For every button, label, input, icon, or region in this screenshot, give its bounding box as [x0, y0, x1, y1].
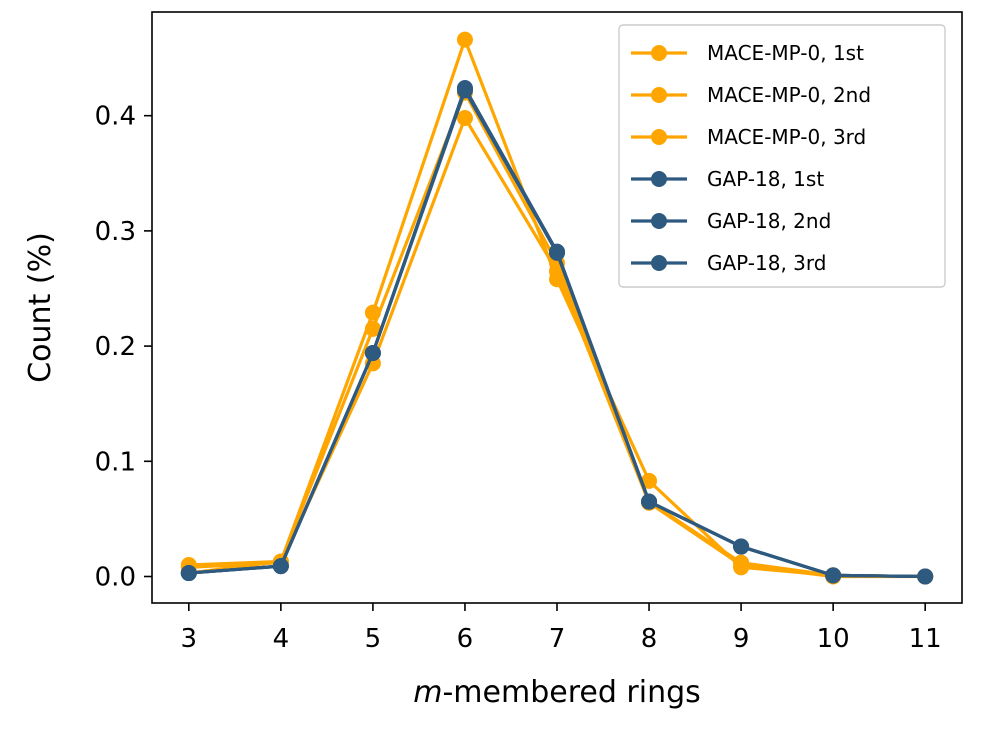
- data-point: [641, 472, 658, 489]
- x-tick-label: 11: [909, 624, 942, 654]
- x-tick-label: 3: [181, 624, 198, 654]
- x-axis-title-rest: -membered rings: [442, 675, 700, 710]
- y-tick-label: 0.4: [95, 102, 136, 132]
- legend-marker: [651, 87, 667, 103]
- legend-label: GAP-18, 3rd: [707, 251, 826, 275]
- y-tick-label: 0.3: [95, 217, 136, 247]
- legend-label: GAP-18, 2nd: [707, 209, 831, 233]
- data-point: [549, 244, 565, 261]
- legend-label: MACE-MP-0, 1st: [707, 41, 864, 65]
- x-tick-label: 7: [549, 624, 566, 654]
- x-tick-label: 5: [365, 624, 382, 654]
- series-layer: [180, 31, 934, 585]
- x-tick-label: 6: [457, 624, 474, 654]
- legend-entry: MACE-MP-0, 2nd: [631, 83, 871, 107]
- legend-entry: GAP-18, 3rd: [631, 251, 826, 275]
- data-point: [825, 567, 842, 584]
- data-point: [456, 82, 473, 99]
- data-point: [364, 320, 381, 337]
- legend-marker: [651, 213, 667, 229]
- x-axis-title-italic: m: [413, 675, 442, 710]
- legend-marker: [651, 171, 667, 187]
- x-tick-label: 4: [273, 624, 290, 654]
- data-point: [733, 538, 750, 555]
- data-point: [917, 568, 934, 585]
- y-tick-label: 0.0: [95, 563, 136, 593]
- y-axis-title: Count (%): [23, 232, 58, 383]
- data-point: [456, 109, 473, 126]
- x-axis-title: m-membered rings: [413, 675, 701, 710]
- data-point: [456, 31, 473, 48]
- x-tick-label: 9: [733, 624, 750, 654]
- legend-marker: [651, 255, 667, 271]
- legend-label: MACE-MP-0, 3rd: [707, 125, 866, 149]
- data-point: [733, 554, 750, 571]
- legend-entry: MACE-MP-0, 3rd: [631, 125, 866, 149]
- x-axis: 3 4 5 6 7 8 9 10 11: [181, 603, 942, 654]
- data-point: [272, 558, 289, 575]
- legend-entry: MACE-MP-0, 1st: [631, 41, 864, 65]
- legend-marker: [651, 45, 667, 61]
- data-point: [364, 345, 381, 362]
- x-tick-label: 8: [641, 624, 658, 654]
- y-axis: 0.0 0.1 0.2 0.3 0.4: [95, 102, 152, 593]
- data-point: [641, 493, 658, 510]
- legend-entry: GAP-18, 2nd: [631, 209, 831, 233]
- data-point: [180, 565, 197, 582]
- legend: MACE-MP-0, 1st MACE-MP-0, 2nd MACE-MP-0, 3…: [618, 24, 946, 288]
- legend-marker: [651, 129, 667, 145]
- legend-label: MACE-MP-0, 2nd: [707, 83, 871, 107]
- legend-box: [618, 24, 946, 288]
- x-tick-label: 10: [817, 624, 850, 654]
- legend-entry: GAP-18, 1st: [631, 167, 824, 191]
- y-tick-label: 0.1: [95, 447, 136, 477]
- y-tick-label: 0.2: [95, 332, 136, 362]
- series-6: [180, 82, 934, 585]
- legend-label: GAP-18, 1st: [707, 167, 824, 191]
